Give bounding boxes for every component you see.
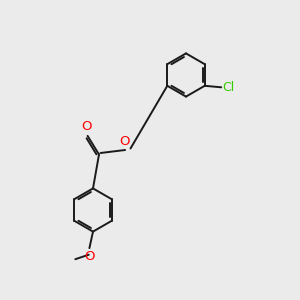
Text: Cl: Cl (222, 81, 234, 94)
Text: O: O (119, 135, 130, 148)
Text: O: O (84, 250, 95, 263)
Text: O: O (81, 121, 92, 134)
